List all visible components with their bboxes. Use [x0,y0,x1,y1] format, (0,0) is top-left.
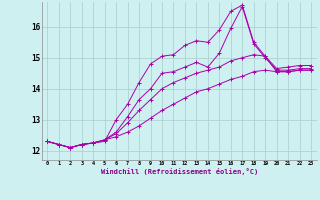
X-axis label: Windchill (Refroidissement éolien,°C): Windchill (Refroidissement éolien,°C) [100,168,258,175]
